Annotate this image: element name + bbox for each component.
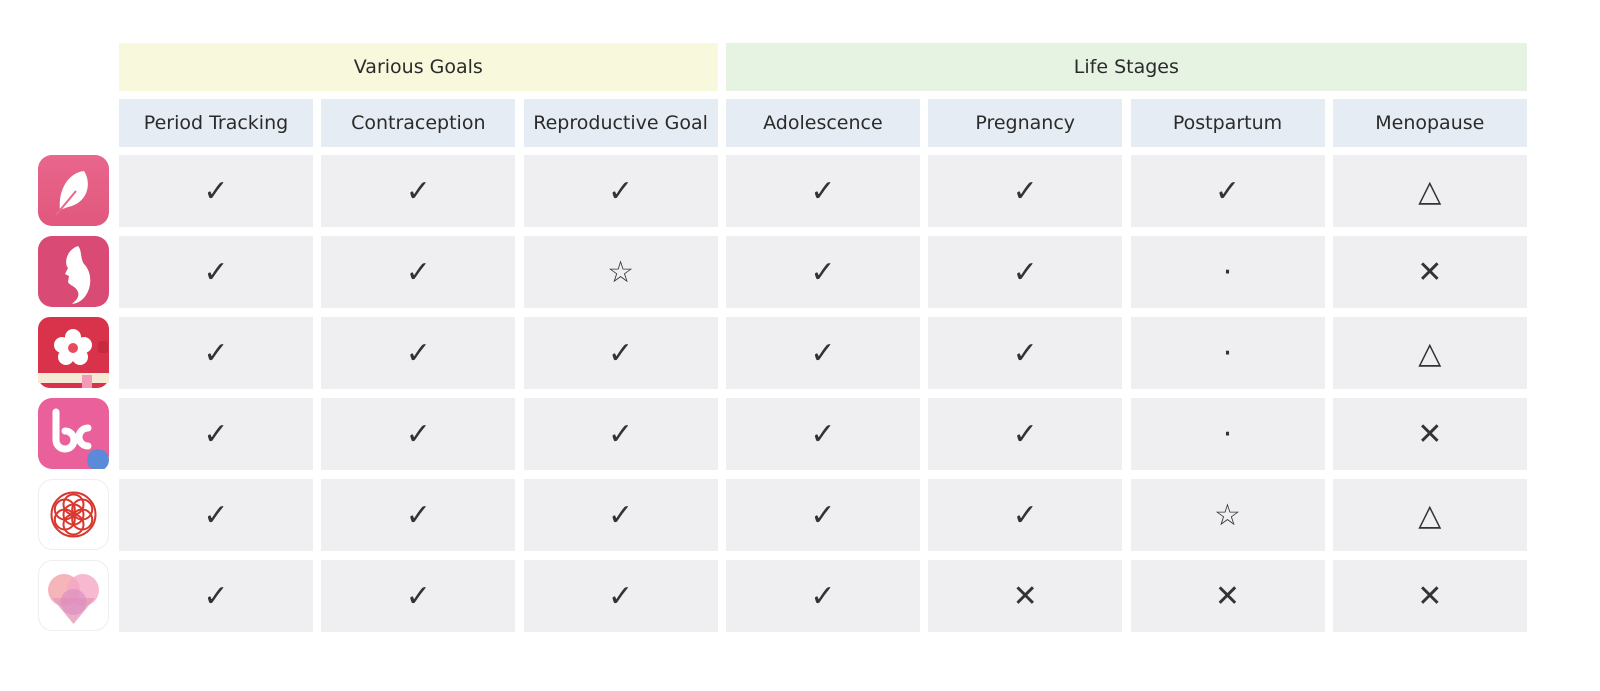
rating-cell: ✓ [928,317,1123,389]
rating-cell: ✓ [725,155,920,227]
rating-cell: ✓ [725,398,920,470]
rating-cell: △ [1332,317,1527,389]
column-header: Menopause [1332,99,1527,147]
app-icon [38,236,109,307]
rating-cell: ✓ [523,560,718,632]
group-header: Life Stages [725,43,1527,91]
column-header: Pregnancy [928,99,1123,147]
app-icon [38,560,109,631]
column-header: Adolescence [725,99,920,147]
rating-cell: ✓ [119,398,313,470]
rating-cell: ✓ [321,317,516,389]
group-header: Various Goals [119,43,718,91]
rating-cell: ✓ [725,236,920,308]
rating-cell: ✓ [928,398,1123,470]
rating-cell: ✓ [928,236,1123,308]
column-header: Postpartum [1130,99,1325,147]
app-icon [38,155,109,226]
rating-cell: ✓ [119,560,313,632]
column-header: Reproductive Goal [523,99,718,147]
rating-cell: ✓ [321,155,516,227]
rating-cell: ✓ [523,479,718,551]
app-icon [38,479,109,550]
rating-cell: ✕ [928,560,1123,632]
app-icon [38,398,109,469]
rating-cell: ✓ [321,398,516,470]
rating-cell: ✓ [1130,155,1325,227]
rating-cell: ✓ [928,479,1123,551]
rating-cell: ✕ [1332,560,1527,632]
rating-cell: ☆ [1130,479,1325,551]
rating-cell: ✓ [119,236,313,308]
rating-cell: ✓ [321,236,516,308]
rating-cell: ✓ [523,155,718,227]
rating-cell: ☆ [523,236,718,308]
column-header: Contraception [321,99,516,147]
rating-cell: · [1130,236,1325,308]
rating-cell: ✕ [1130,560,1325,632]
rating-cell: ✓ [725,479,920,551]
rating-cell: ✓ [523,398,718,470]
rating-cell: ✓ [321,560,516,632]
rating-cell: △ [1332,155,1527,227]
rating-cell: ✓ [119,479,313,551]
rating-cell: ✕ [1332,236,1527,308]
rating-cell: ✓ [725,560,920,632]
rating-cell: · [1130,317,1325,389]
rating-cell: ✓ [321,479,516,551]
app-icon [38,317,109,388]
rating-cell: ✕ [1332,398,1527,470]
rating-cell: ✓ [725,317,920,389]
rating-cell: ✓ [928,155,1123,227]
rating-cell: ✓ [119,317,313,389]
rating-cell: ✓ [119,155,313,227]
column-header: Period Tracking [119,99,313,147]
rating-cell: ✓ [523,317,718,389]
rating-cell: · [1130,398,1325,470]
rating-cell: △ [1332,479,1527,551]
